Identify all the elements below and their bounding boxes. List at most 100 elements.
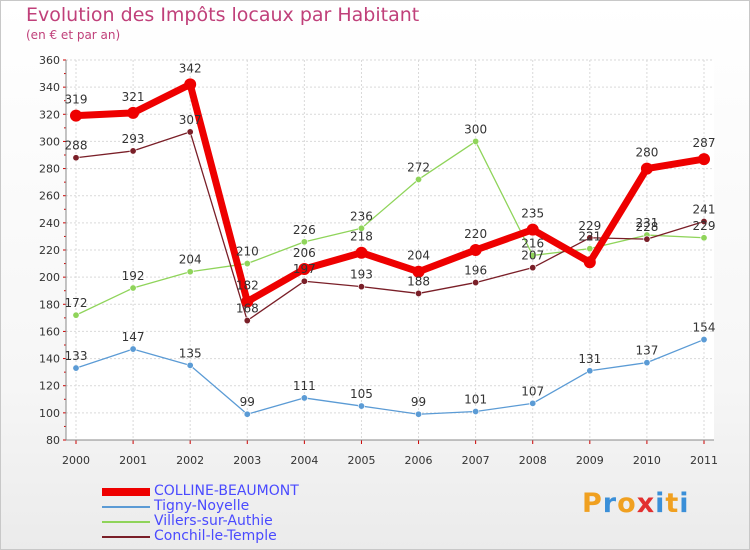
data-point (472, 137, 480, 145)
y-tick-label: 140 (39, 353, 60, 366)
y-tick-label: 300 (39, 135, 60, 148)
data-point (72, 364, 80, 372)
x-tick-label: 2000 (62, 454, 90, 467)
data-label: 293 (122, 132, 145, 146)
data-point (129, 284, 137, 292)
data-label: 220 (464, 227, 487, 241)
data-point (300, 277, 308, 285)
data-label: 99 (240, 395, 255, 409)
data-point (186, 128, 194, 136)
data-label: 193 (350, 268, 373, 282)
data-point (412, 265, 425, 278)
data-point (586, 234, 594, 242)
data-point (640, 162, 653, 175)
data-label: 229 (578, 219, 601, 233)
grid-layer (66, 59, 714, 441)
data-point (586, 367, 594, 375)
data-label: 207 (521, 249, 544, 263)
y-tick-label: 180 (39, 298, 60, 311)
data-label: 133 (65, 349, 88, 363)
data-point (700, 234, 708, 242)
data-point (415, 175, 423, 183)
data-point (415, 289, 423, 297)
data-point (583, 256, 596, 269)
data-label: 135 (179, 346, 202, 360)
data-label: 137 (635, 344, 658, 358)
data-label: 210 (236, 245, 259, 259)
y-tick-label: 280 (39, 163, 60, 176)
legend-swatch (102, 487, 150, 496)
x-tick-label: 2011 (690, 454, 718, 467)
legend-label: Conchil-le-Temple (154, 528, 277, 544)
data-label: 231 (635, 216, 658, 230)
data-label: 154 (693, 321, 716, 335)
data-label: 272 (407, 160, 430, 174)
chart-title: Evolution des Impôts locaux par Habitant (26, 4, 420, 26)
legend-swatch (102, 535, 150, 538)
legend-item: Villers-sur-Authie (102, 514, 422, 529)
x-tick-label: 2002 (176, 454, 204, 467)
legend-item: Tigny-Noyelle (102, 499, 422, 514)
data-label: 280 (635, 146, 658, 160)
data-point (241, 295, 254, 308)
data-point (472, 407, 480, 415)
data-point (526, 223, 539, 236)
data-point (72, 154, 80, 162)
proxiti-logo: Proxiti (582, 488, 690, 519)
x-tick-label: 2010 (633, 454, 661, 467)
series-layer (70, 78, 710, 418)
data-point (357, 283, 365, 291)
data-label: 218 (350, 230, 373, 244)
series-1 (72, 336, 708, 418)
data-label: 188 (407, 274, 430, 288)
logo-letter: x (636, 488, 656, 519)
logo-letter: t (665, 488, 680, 519)
y-tick-label: 320 (39, 108, 60, 121)
data-label: 192 (122, 269, 145, 283)
y-tick-label: 80 (46, 434, 60, 447)
data-label: 307 (179, 113, 202, 127)
x-tick-label: 2006 (405, 454, 433, 467)
data-point (472, 279, 480, 287)
y-tick-label: 360 (39, 54, 60, 67)
data-point (129, 147, 137, 155)
label-layer: 319 321 342 182 206 218 204 220 235 280 287 133 147 1… (65, 61, 716, 409)
x-tick-label: 2001 (119, 454, 147, 467)
x-tick-label: 2005 (347, 454, 375, 467)
data-point (243, 260, 251, 268)
y-tick-label: 240 (39, 217, 60, 230)
logo-letter: r (602, 488, 618, 519)
data-point (586, 245, 594, 253)
data-label: 287 (693, 136, 716, 150)
data-label: 196 (464, 264, 487, 278)
data-point (300, 238, 308, 246)
data-label: 288 (65, 139, 88, 153)
data-label: 226 (293, 223, 316, 237)
data-point (300, 394, 308, 402)
data-point (127, 106, 140, 119)
data-point (243, 410, 251, 418)
legend-item: Conchil-le-Temple (102, 529, 422, 544)
series-line (75, 338, 705, 415)
data-point (72, 311, 80, 319)
x-tick-label: 2009 (576, 454, 604, 467)
data-label: 228 (635, 220, 658, 234)
data-label: 321 (122, 90, 145, 104)
axis-layer: 80 100 120 140 160 180 200 220 240 260 280 300 320 34… (39, 54, 718, 467)
data-label: 236 (350, 209, 373, 223)
data-label: 105 (350, 387, 373, 401)
y-tick-label: 100 (39, 407, 60, 420)
y-tick-label: 220 (39, 244, 60, 257)
data-point (415, 410, 423, 418)
logo-letter: P (582, 488, 603, 519)
data-label: 319 (65, 93, 88, 107)
data-label: 197 (293, 262, 316, 276)
data-point (243, 317, 251, 325)
data-point (529, 399, 537, 407)
data-label: 99 (411, 395, 426, 409)
data-label: 241 (693, 203, 716, 217)
series-line (75, 131, 705, 322)
legend-item: COLLINE-BEAUMONT (102, 484, 422, 499)
data-point (184, 78, 197, 91)
y-tick-label: 260 (39, 190, 60, 203)
